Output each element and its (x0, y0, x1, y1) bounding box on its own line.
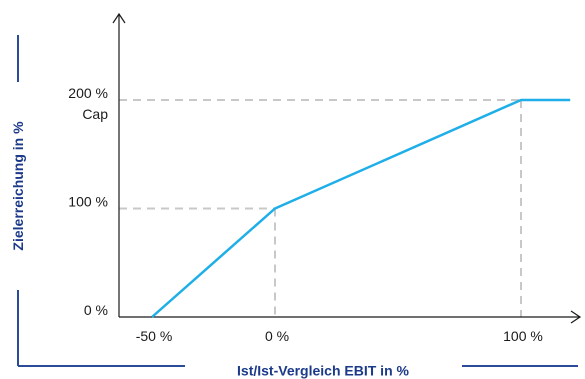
x-axis-title: Ist/Ist-Vergleich EBIT in % (237, 363, 409, 379)
x-tick-label: 100 % (503, 328, 543, 344)
y-axis-arrow (112, 12, 126, 24)
x-tick-label: 0 % (265, 328, 289, 344)
y-axis-title: Zielerreichung in % (10, 121, 26, 251)
y-tick-label: 100 % (68, 194, 108, 210)
series-line-0 (151, 98, 571, 318)
cap-label: Cap (82, 106, 108, 122)
y-tick-label: 200 % (68, 85, 108, 101)
y-tick-label: 0 % (84, 302, 108, 318)
x-tick-label: -50 % (136, 328, 173, 344)
x-axis-arrow (570, 310, 582, 324)
